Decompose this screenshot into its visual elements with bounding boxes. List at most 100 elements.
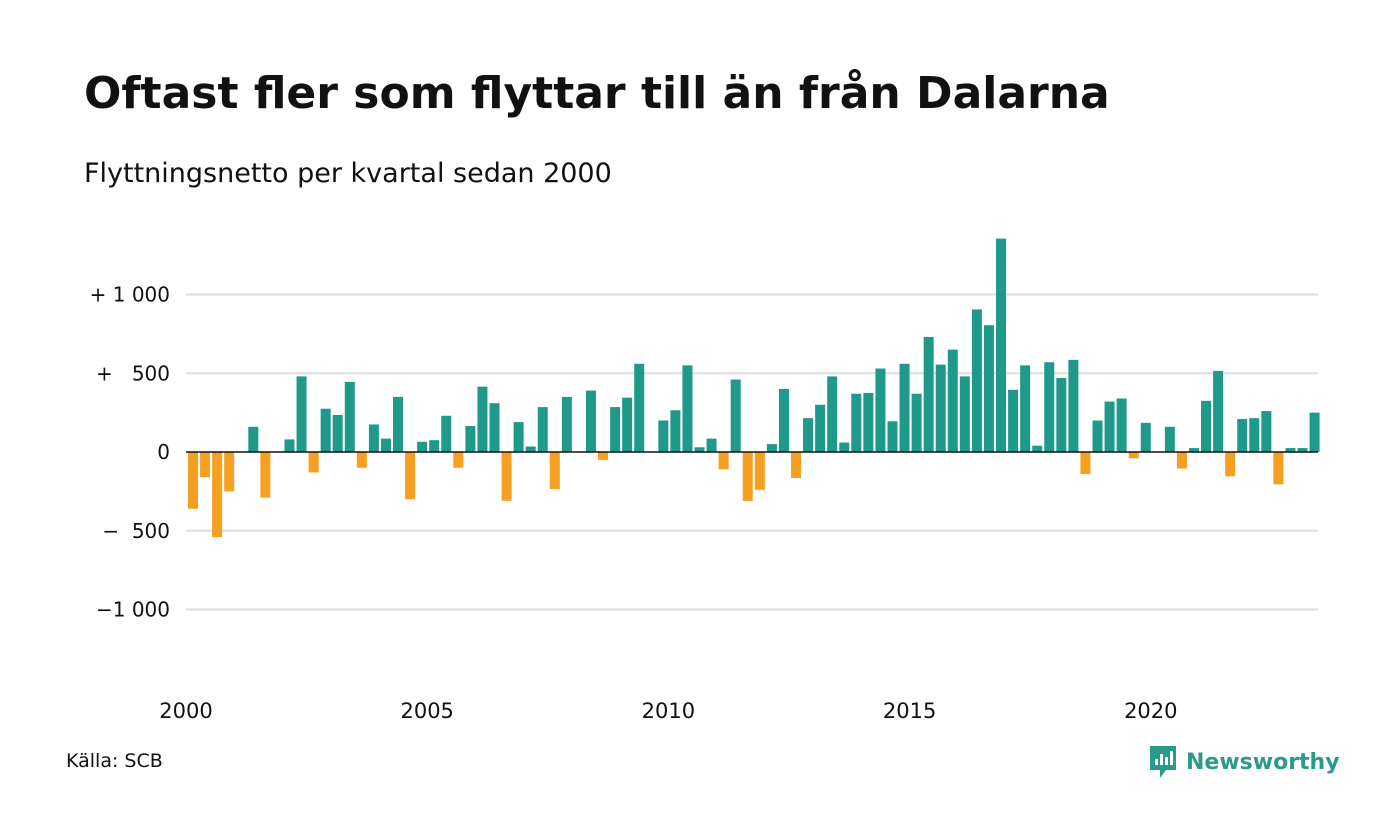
bar [1128,452,1139,459]
bar [863,392,874,452]
x-tick-label: 2020 [1124,699,1177,723]
bar [1032,445,1043,452]
bar [200,452,211,478]
bar [429,440,440,452]
bar [947,349,958,453]
bar [477,386,488,452]
bar [356,452,367,468]
source-note: Källa: SCB [66,750,163,772]
bar [911,393,922,452]
bar [525,446,536,452]
x-axis-tick-labels: 2000 2005 2010 2015 2020 [159,699,1177,723]
bar [561,396,572,453]
bar [212,452,223,538]
bar [791,452,801,478]
bar [549,452,560,490]
bar [1104,401,1115,452]
bar [260,452,271,498]
bar [634,363,645,452]
y-tick-label: −1 000 [96,598,170,622]
bar [405,452,416,500]
bar [1116,398,1127,452]
bar [1092,420,1103,452]
bar [1008,389,1019,452]
bar [453,452,464,468]
bar [803,418,814,452]
bar [754,452,765,490]
bar [658,420,669,452]
bar-chart: + 1 000 + 500 0 − 500 −1 000 2000 2005 2010 201… [90,238,1320,723]
bar [742,452,753,501]
bar [489,403,500,453]
bar [815,404,826,452]
bar [851,393,862,452]
bar [465,426,476,452]
bar [308,452,319,473]
bar [1225,452,1236,477]
bar [332,414,343,452]
bar [320,408,331,452]
bar [598,452,609,460]
bar [1176,452,1187,469]
y-axis-tick-labels: + 1 000 + 500 0 − 500 −1 000 [90,283,170,622]
bar [1297,448,1308,452]
y-tick-label: 0 [157,440,170,464]
bar [1068,359,1079,452]
bar [1044,362,1055,453]
brand-name: Newsworthy [1186,749,1340,775]
bar [875,368,886,452]
bar [1261,411,1272,452]
bar [827,376,838,452]
y-tick-label: + 1 000 [90,283,170,307]
bar [622,397,633,452]
y-tick-label: + 500 [96,361,170,385]
bar [983,325,994,452]
bar [1249,418,1260,452]
bar [766,444,777,453]
bar [959,376,970,452]
bar [887,421,898,452]
bar [1237,418,1248,453]
bar [923,337,934,452]
bar [1201,400,1212,452]
bar [996,238,1007,452]
bar [417,441,428,452]
bar [188,452,198,509]
bar [1309,412,1320,453]
x-tick-label: 2010 [642,699,695,723]
bar [1140,422,1151,452]
bar [1020,365,1031,453]
bar [1213,370,1224,452]
bar [706,438,717,452]
bar [971,309,982,452]
bar [344,381,355,452]
y-tick-label: − 500 [102,519,170,543]
chart-title: Oftast fler som flyttar till än från Dal… [84,68,1110,119]
data-bars [188,238,1320,538]
bar [296,376,307,452]
bar [670,410,681,452]
bar [899,363,910,452]
bar [368,424,379,452]
bar [537,407,548,452]
x-tick-label: 2005 [400,699,453,723]
bar [501,452,512,501]
gridlines [186,293,1318,611]
bar [718,452,729,470]
bar [730,379,741,452]
bar [682,365,693,453]
x-tick-label: 2015 [883,699,936,723]
bar [1164,426,1175,452]
bar [694,447,705,452]
bar [1285,448,1296,452]
bar [441,415,452,452]
bar [380,438,391,452]
bar [585,390,596,452]
bar [284,439,295,452]
bar [1188,448,1199,452]
bar [1273,452,1284,485]
bar [610,407,621,452]
bar [778,389,789,452]
newsworthy-logo: Newsworthy [1148,744,1340,780]
bar [393,396,404,453]
